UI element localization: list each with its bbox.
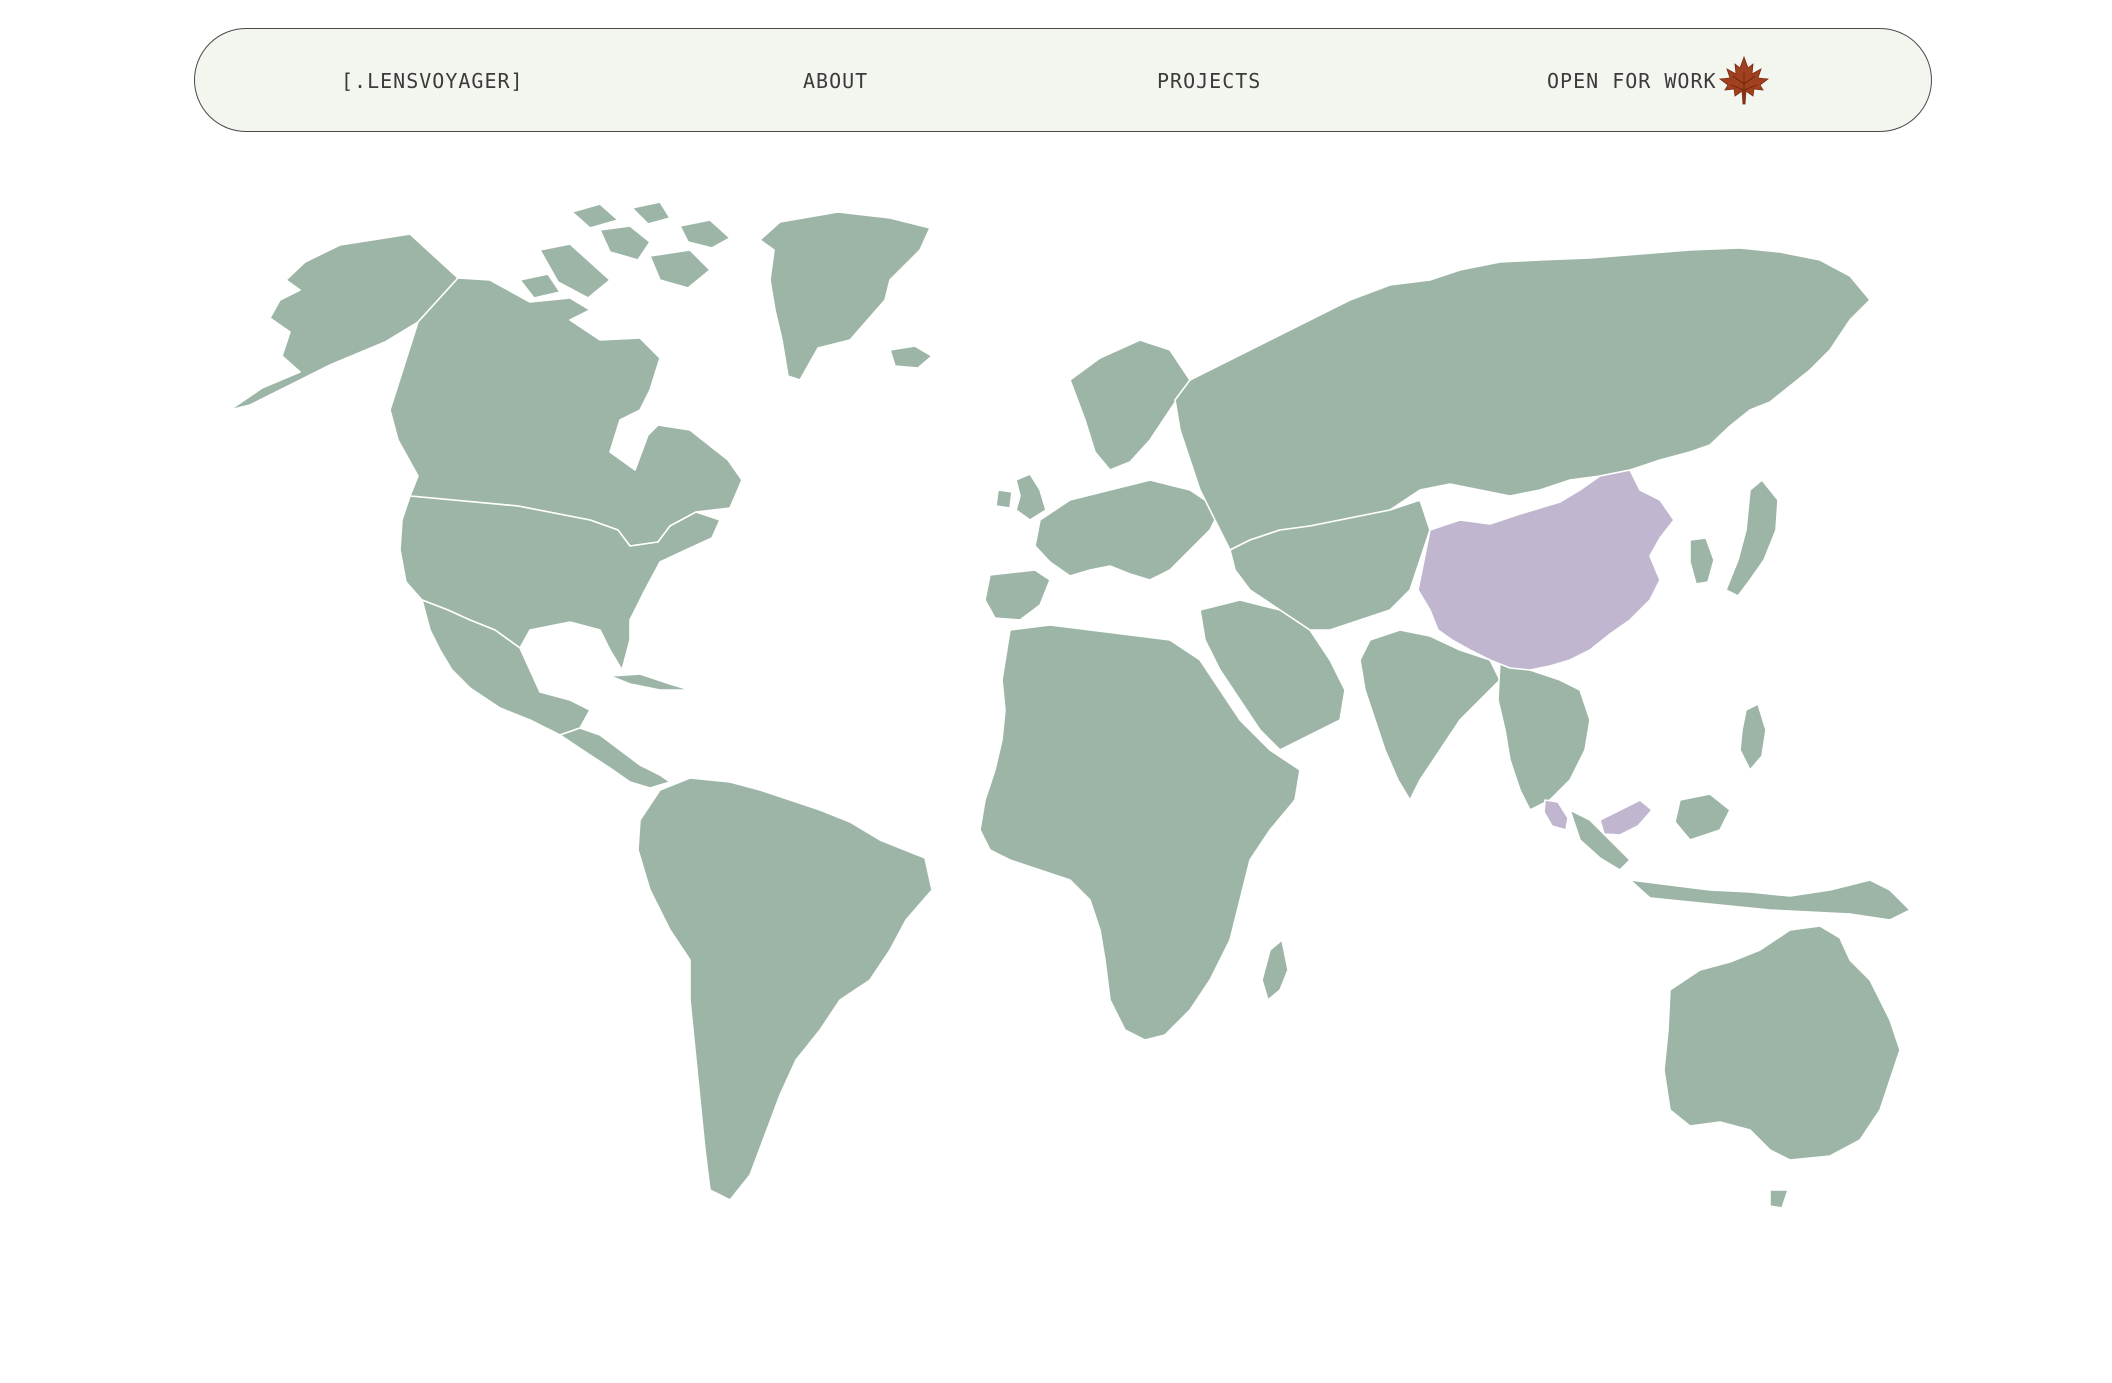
region-africa[interactable] bbox=[979, 624, 1301, 1041]
region-scandinavia[interactable] bbox=[1069, 339, 1191, 471]
country-philippines[interactable] bbox=[1739, 703, 1767, 771]
country-japan[interactable] bbox=[1725, 479, 1779, 597]
region-central-america[interactable] bbox=[559, 727, 671, 789]
nav-link-projects[interactable]: PROJECTS bbox=[1157, 69, 1262, 93]
nav-link-open-for-work[interactable]: OPEN FOR WORK bbox=[1547, 69, 1717, 93]
country-mexico[interactable] bbox=[421, 599, 591, 736]
region-southeast-asia-mainland[interactable] bbox=[1497, 659, 1591, 811]
country-greenland[interactable] bbox=[759, 211, 931, 381]
country-ireland[interactable] bbox=[995, 489, 1013, 509]
country-china[interactable] bbox=[1417, 469, 1675, 671]
region-central-asia[interactable] bbox=[1229, 499, 1431, 631]
country-tasmania[interactable] bbox=[1769, 1189, 1789, 1209]
top-navbar: [.LENSVOYAGER] ABOUT PROJECTS OPEN FOR W… bbox=[194, 28, 1932, 132]
region-europe-mainland[interactable] bbox=[1034, 479, 1221, 581]
country-australia[interactable] bbox=[1663, 925, 1901, 1161]
country-india[interactable] bbox=[1359, 629, 1501, 801]
country-cuba[interactable] bbox=[609, 673, 691, 691]
country-malaysia[interactable] bbox=[1543, 799, 1653, 836]
maple-leaf-icon bbox=[1717, 54, 1771, 108]
region-south-america[interactable] bbox=[637, 777, 933, 1201]
region-indonesia[interactable] bbox=[1569, 793, 1911, 921]
brand-logo-link[interactable]: [.LENSVOYAGER] bbox=[341, 69, 524, 93]
world-map-svg bbox=[229, 201, 1930, 1209]
country-iceland[interactable] bbox=[889, 345, 933, 369]
region-canadian-arctic-islands[interactable] bbox=[519, 201, 731, 299]
country-korea[interactable] bbox=[1689, 537, 1715, 585]
world-map bbox=[190, 190, 1930, 1240]
country-iberia[interactable] bbox=[984, 569, 1051, 621]
nav-link-about[interactable]: ABOUT bbox=[803, 69, 869, 93]
country-madagascar[interactable] bbox=[1261, 939, 1289, 1001]
country-united-kingdom[interactable] bbox=[1015, 473, 1047, 521]
